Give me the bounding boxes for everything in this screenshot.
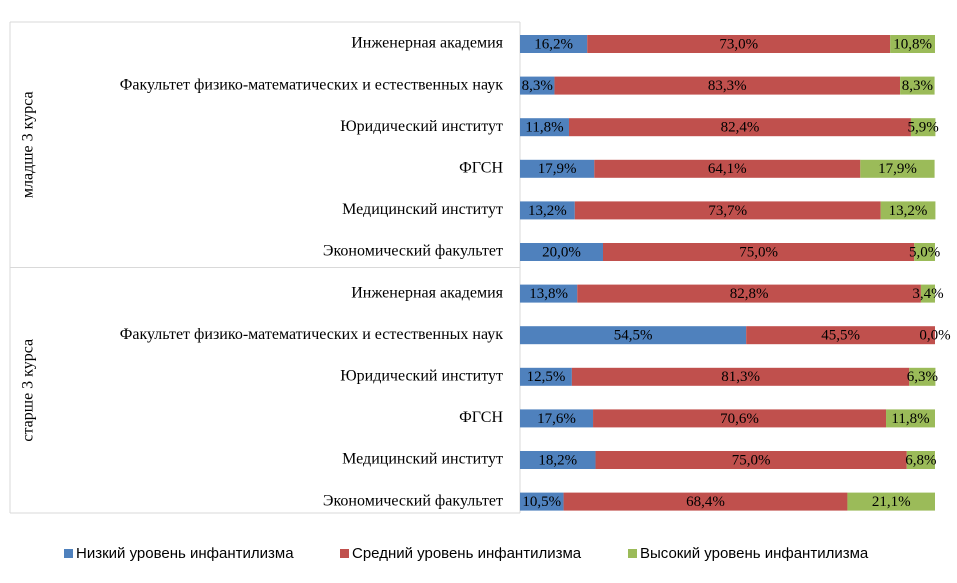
bar-segment xyxy=(914,243,935,261)
data-label: 6,8% xyxy=(905,452,936,468)
category-label: Экономический факультет xyxy=(323,492,503,509)
bar-segment xyxy=(746,326,935,345)
bar-segment xyxy=(520,492,564,511)
category-label: Медицинский институт xyxy=(342,451,503,468)
bar-segment xyxy=(900,76,935,95)
data-label: 13,8% xyxy=(529,286,568,302)
data-label: 17,9% xyxy=(878,161,917,177)
bar-segment xyxy=(587,35,891,53)
data-label: 17,9% xyxy=(538,161,577,177)
bar-segment xyxy=(520,451,596,469)
data-label: 45,5% xyxy=(821,328,860,344)
data-label: 75,0% xyxy=(732,452,771,468)
bar-segment xyxy=(520,76,555,95)
data-label: 12,5% xyxy=(527,369,566,385)
bar-segment xyxy=(563,492,848,511)
data-label: 13,2% xyxy=(528,203,567,219)
category-label: Факультет физико-математических и естест… xyxy=(120,326,504,343)
bar-segment xyxy=(568,118,911,137)
category-label: Юридический институт xyxy=(340,118,503,135)
data-label: 82,4% xyxy=(721,120,760,136)
data-label: 68,4% xyxy=(686,494,725,510)
data-label: 8,3% xyxy=(902,78,933,94)
bar-segment xyxy=(593,409,887,428)
data-label: 11,8% xyxy=(891,411,929,427)
data-label: 13,2% xyxy=(889,203,928,219)
category-label: Факультет физико-математических и естест… xyxy=(120,76,504,93)
bar-segment xyxy=(595,451,907,469)
data-label: 3,4% xyxy=(912,286,943,302)
bar-segment xyxy=(520,243,603,261)
bar-segment xyxy=(554,76,901,95)
category-label: Юридический институт xyxy=(340,367,503,384)
bar-segment xyxy=(880,201,936,220)
data-label: 6,3% xyxy=(907,369,938,385)
bar-segment xyxy=(574,201,881,220)
data-label: 83,3% xyxy=(708,78,747,94)
bar-segment xyxy=(520,367,572,386)
data-label: 82,8% xyxy=(730,286,769,302)
data-label: 54,5% xyxy=(614,328,653,344)
data-label: 8,3% xyxy=(522,78,553,94)
data-labels: 16,2% 73,0% 10,8% 8,3% 83,3% 8,3% 11,8% 82,4% 5,… xyxy=(522,36,951,510)
category-label: Инженерная академия xyxy=(351,284,503,301)
data-label: 10,8% xyxy=(893,36,932,52)
legend-label: Средний уровень инфантилизма xyxy=(352,545,582,562)
bar-segment xyxy=(520,35,588,53)
bar-segment xyxy=(520,201,575,220)
legend-swatch xyxy=(340,549,349,558)
bar-segment xyxy=(520,326,747,345)
data-label: 5,0% xyxy=(909,244,940,260)
data-label: 11,8% xyxy=(525,120,563,136)
legend-label: Низкий уровень инфантилизма xyxy=(76,545,294,562)
data-label: 21,1% xyxy=(872,494,911,510)
bar-segment xyxy=(909,367,936,386)
data-label: 70,6% xyxy=(720,411,759,427)
legend: Низкий уровень инфантилизма Средний урове… xyxy=(64,545,869,562)
bar-segment xyxy=(847,492,935,511)
category-label: Медицинский институт xyxy=(342,201,503,218)
chart-axes xyxy=(9,21,521,514)
bar-segment xyxy=(577,284,921,303)
data-label: 0,0% xyxy=(919,328,950,344)
category-labels: Инженерная академия Факультет физико-мате… xyxy=(120,35,504,510)
bar-segment xyxy=(520,409,594,428)
bar-segment xyxy=(594,159,861,178)
group-labels: младше 3 курса старше 3 курса xyxy=(20,91,37,441)
legend-swatch xyxy=(64,549,73,558)
group-label: младше 3 курса xyxy=(20,91,37,198)
bar-segment xyxy=(890,35,935,53)
legend-label: Высокий уровень инфантилизма xyxy=(640,545,869,562)
bar-segment xyxy=(571,367,910,386)
data-label: 5,9% xyxy=(908,120,939,136)
category-label: ФГСН xyxy=(459,409,503,426)
bar-segment xyxy=(920,284,935,303)
data-label: 16,2% xyxy=(534,36,573,52)
category-label: ФГСН xyxy=(459,159,503,176)
data-label: 20,0% xyxy=(542,244,581,260)
bar-segment xyxy=(860,159,935,178)
bar-segment xyxy=(520,118,569,137)
bar-segment xyxy=(906,451,935,469)
group-label: старше 3 курса xyxy=(20,339,37,442)
category-label: Экономический факультет xyxy=(323,243,503,260)
data-label: 64,1% xyxy=(708,161,747,177)
bar-segment xyxy=(603,243,915,261)
bar-segment xyxy=(886,409,935,428)
legend-swatch xyxy=(628,549,637,558)
bar-segments xyxy=(520,35,936,511)
bar-segment xyxy=(910,118,936,137)
category-label: Инженерная академия xyxy=(351,35,503,52)
data-label: 81,3% xyxy=(721,369,760,385)
bar-segment xyxy=(520,159,595,178)
bar-segment xyxy=(520,284,578,303)
data-label: 75,0% xyxy=(739,244,778,260)
data-label: 73,0% xyxy=(719,36,758,52)
data-label: 18,2% xyxy=(538,452,577,468)
data-label: 17,6% xyxy=(537,411,576,427)
data-label: 73,7% xyxy=(708,203,747,219)
data-label: 10,5% xyxy=(522,494,561,510)
